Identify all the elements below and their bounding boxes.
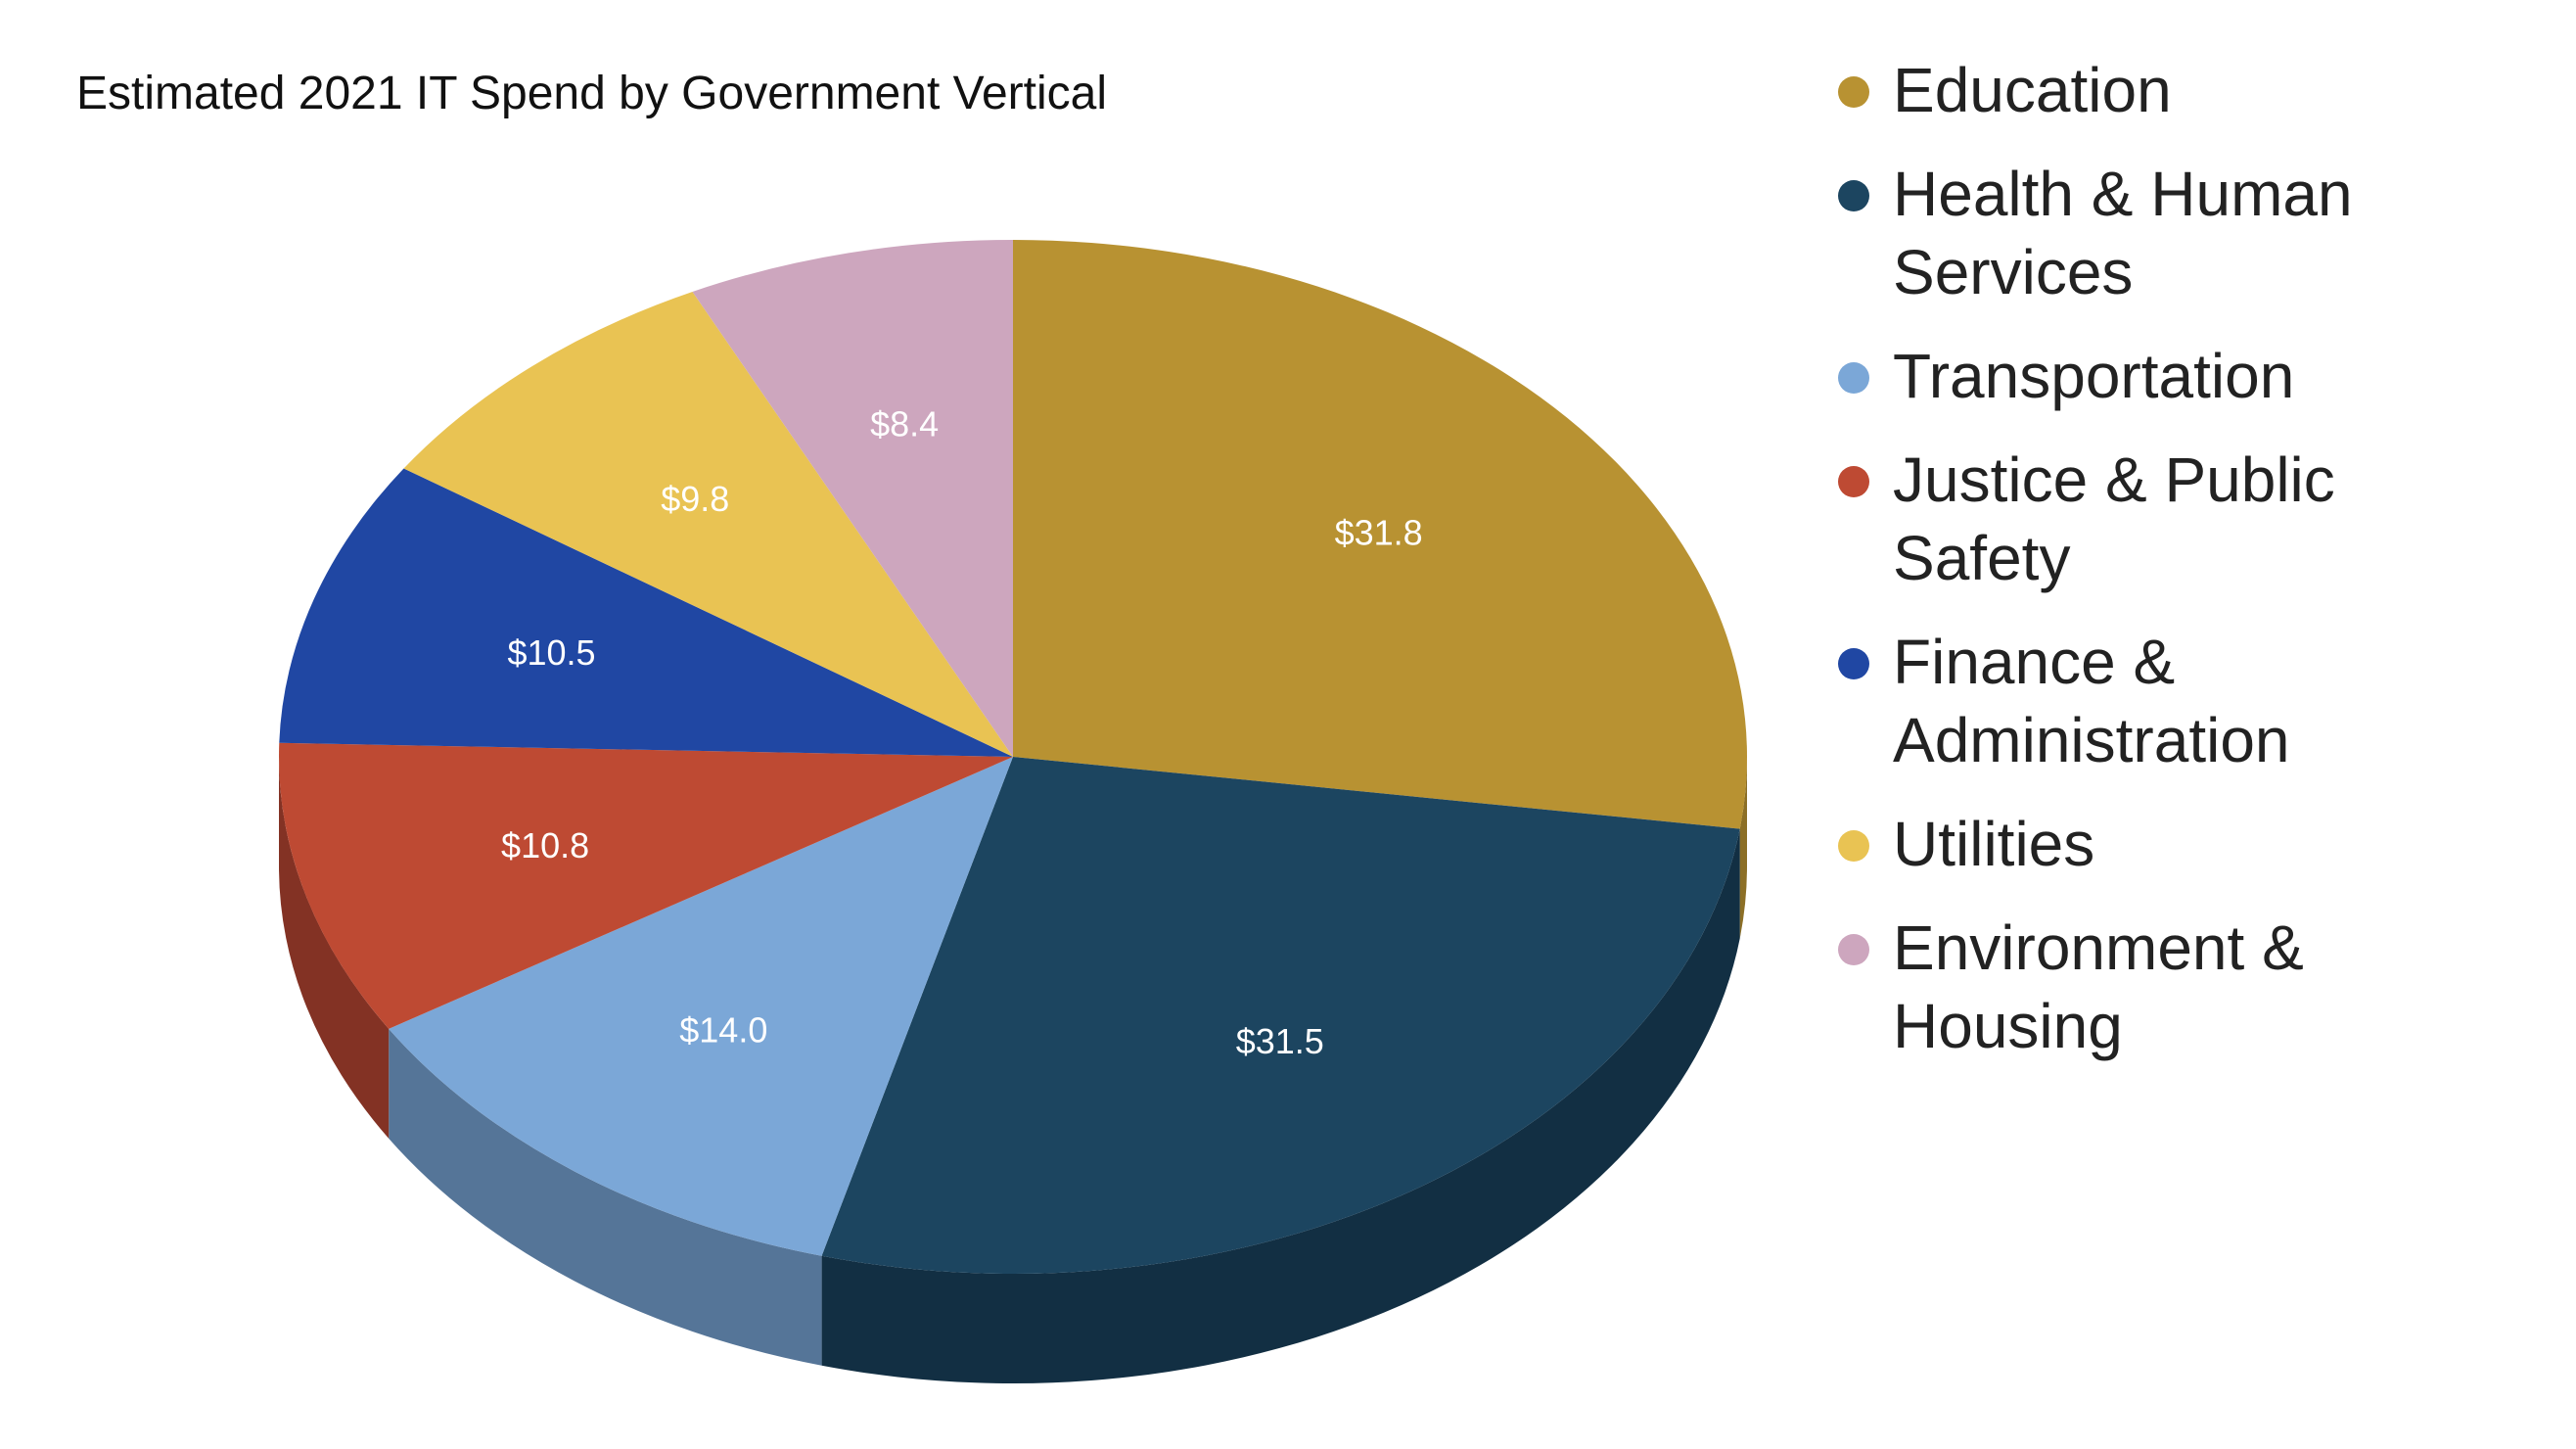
pie-slice-environment-and-housing — [692, 240, 1013, 757]
pie-slice-justice-and-public-safety — [278, 742, 1013, 1029]
legend-item-transportation: Transportation — [1838, 337, 2543, 415]
legend-item-finance-and-administration: Finance & Administration — [1838, 623, 2543, 779]
data-label-finance-and-administration: $10.5 — [507, 632, 595, 673]
legend-marker — [1838, 76, 1869, 108]
legend-label: Environment & Housing — [1893, 912, 2304, 1061]
legend-item-health-and-human-services: Health & Human Services — [1838, 155, 2543, 311]
legend-label: Justice & Public Safety — [1893, 444, 2335, 593]
pie-side-justice-and-public-safety — [279, 757, 390, 1139]
pie-slice-education — [1013, 240, 1747, 829]
data-label-transportation: $14.0 — [679, 1009, 767, 1050]
data-label-education: $31.8 — [1335, 512, 1423, 552]
data-label-health-and-human-services: $31.5 — [1236, 1021, 1324, 1061]
legend-item-utilities: Utilities — [1838, 805, 2543, 883]
pie-side-transportation — [389, 1028, 822, 1366]
data-label-justice-and-public-safety: $10.8 — [501, 825, 589, 865]
legend-item-education: Education — [1838, 51, 2543, 129]
pie-slice-utilities — [403, 291, 1014, 757]
legend-marker — [1838, 830, 1869, 862]
pie-slice-finance-and-administration — [279, 468, 1014, 757]
pie-slice-health-and-human-services — [821, 757, 1740, 1274]
pie-top-layer — [278, 240, 1747, 1274]
data-label-environment-and-housing: $8.4 — [870, 403, 939, 444]
legend-item-environment-and-housing: Environment & Housing — [1838, 909, 2543, 1065]
legend-marker — [1838, 180, 1869, 211]
pie-side-health-and-human-services — [821, 828, 1740, 1383]
legend-item-justice-and-public-safety: Justice & Public Safety — [1838, 441, 2543, 597]
pie-side-layer — [279, 757, 1747, 1383]
legend-marker — [1838, 648, 1869, 679]
legend: Education Health & Human Services Transpor… — [1838, 51, 2543, 1091]
legend-marker — [1838, 466, 1869, 497]
legend-marker — [1838, 934, 1869, 965]
pie-label-layer: $31.8 $31.5 $14.0 $10.8 $10.5 $9.8 $8.4 — [501, 403, 1423, 1060]
legend-label: Finance & Administration — [1893, 627, 2290, 775]
data-label-utilities: $9.8 — [661, 479, 729, 519]
legend-marker — [1838, 362, 1869, 394]
legend-label: Health & Human Services — [1893, 159, 2353, 307]
chart-title: Estimated 2021 IT Spend by Government Ve… — [76, 68, 1108, 119]
pie-side-education — [1739, 757, 1747, 939]
legend-label: Utilities — [1893, 809, 2095, 879]
legend-label: Education — [1893, 55, 2172, 125]
pie-slice-transportation — [389, 757, 1013, 1256]
legend-label: Transportation — [1893, 341, 2295, 411]
